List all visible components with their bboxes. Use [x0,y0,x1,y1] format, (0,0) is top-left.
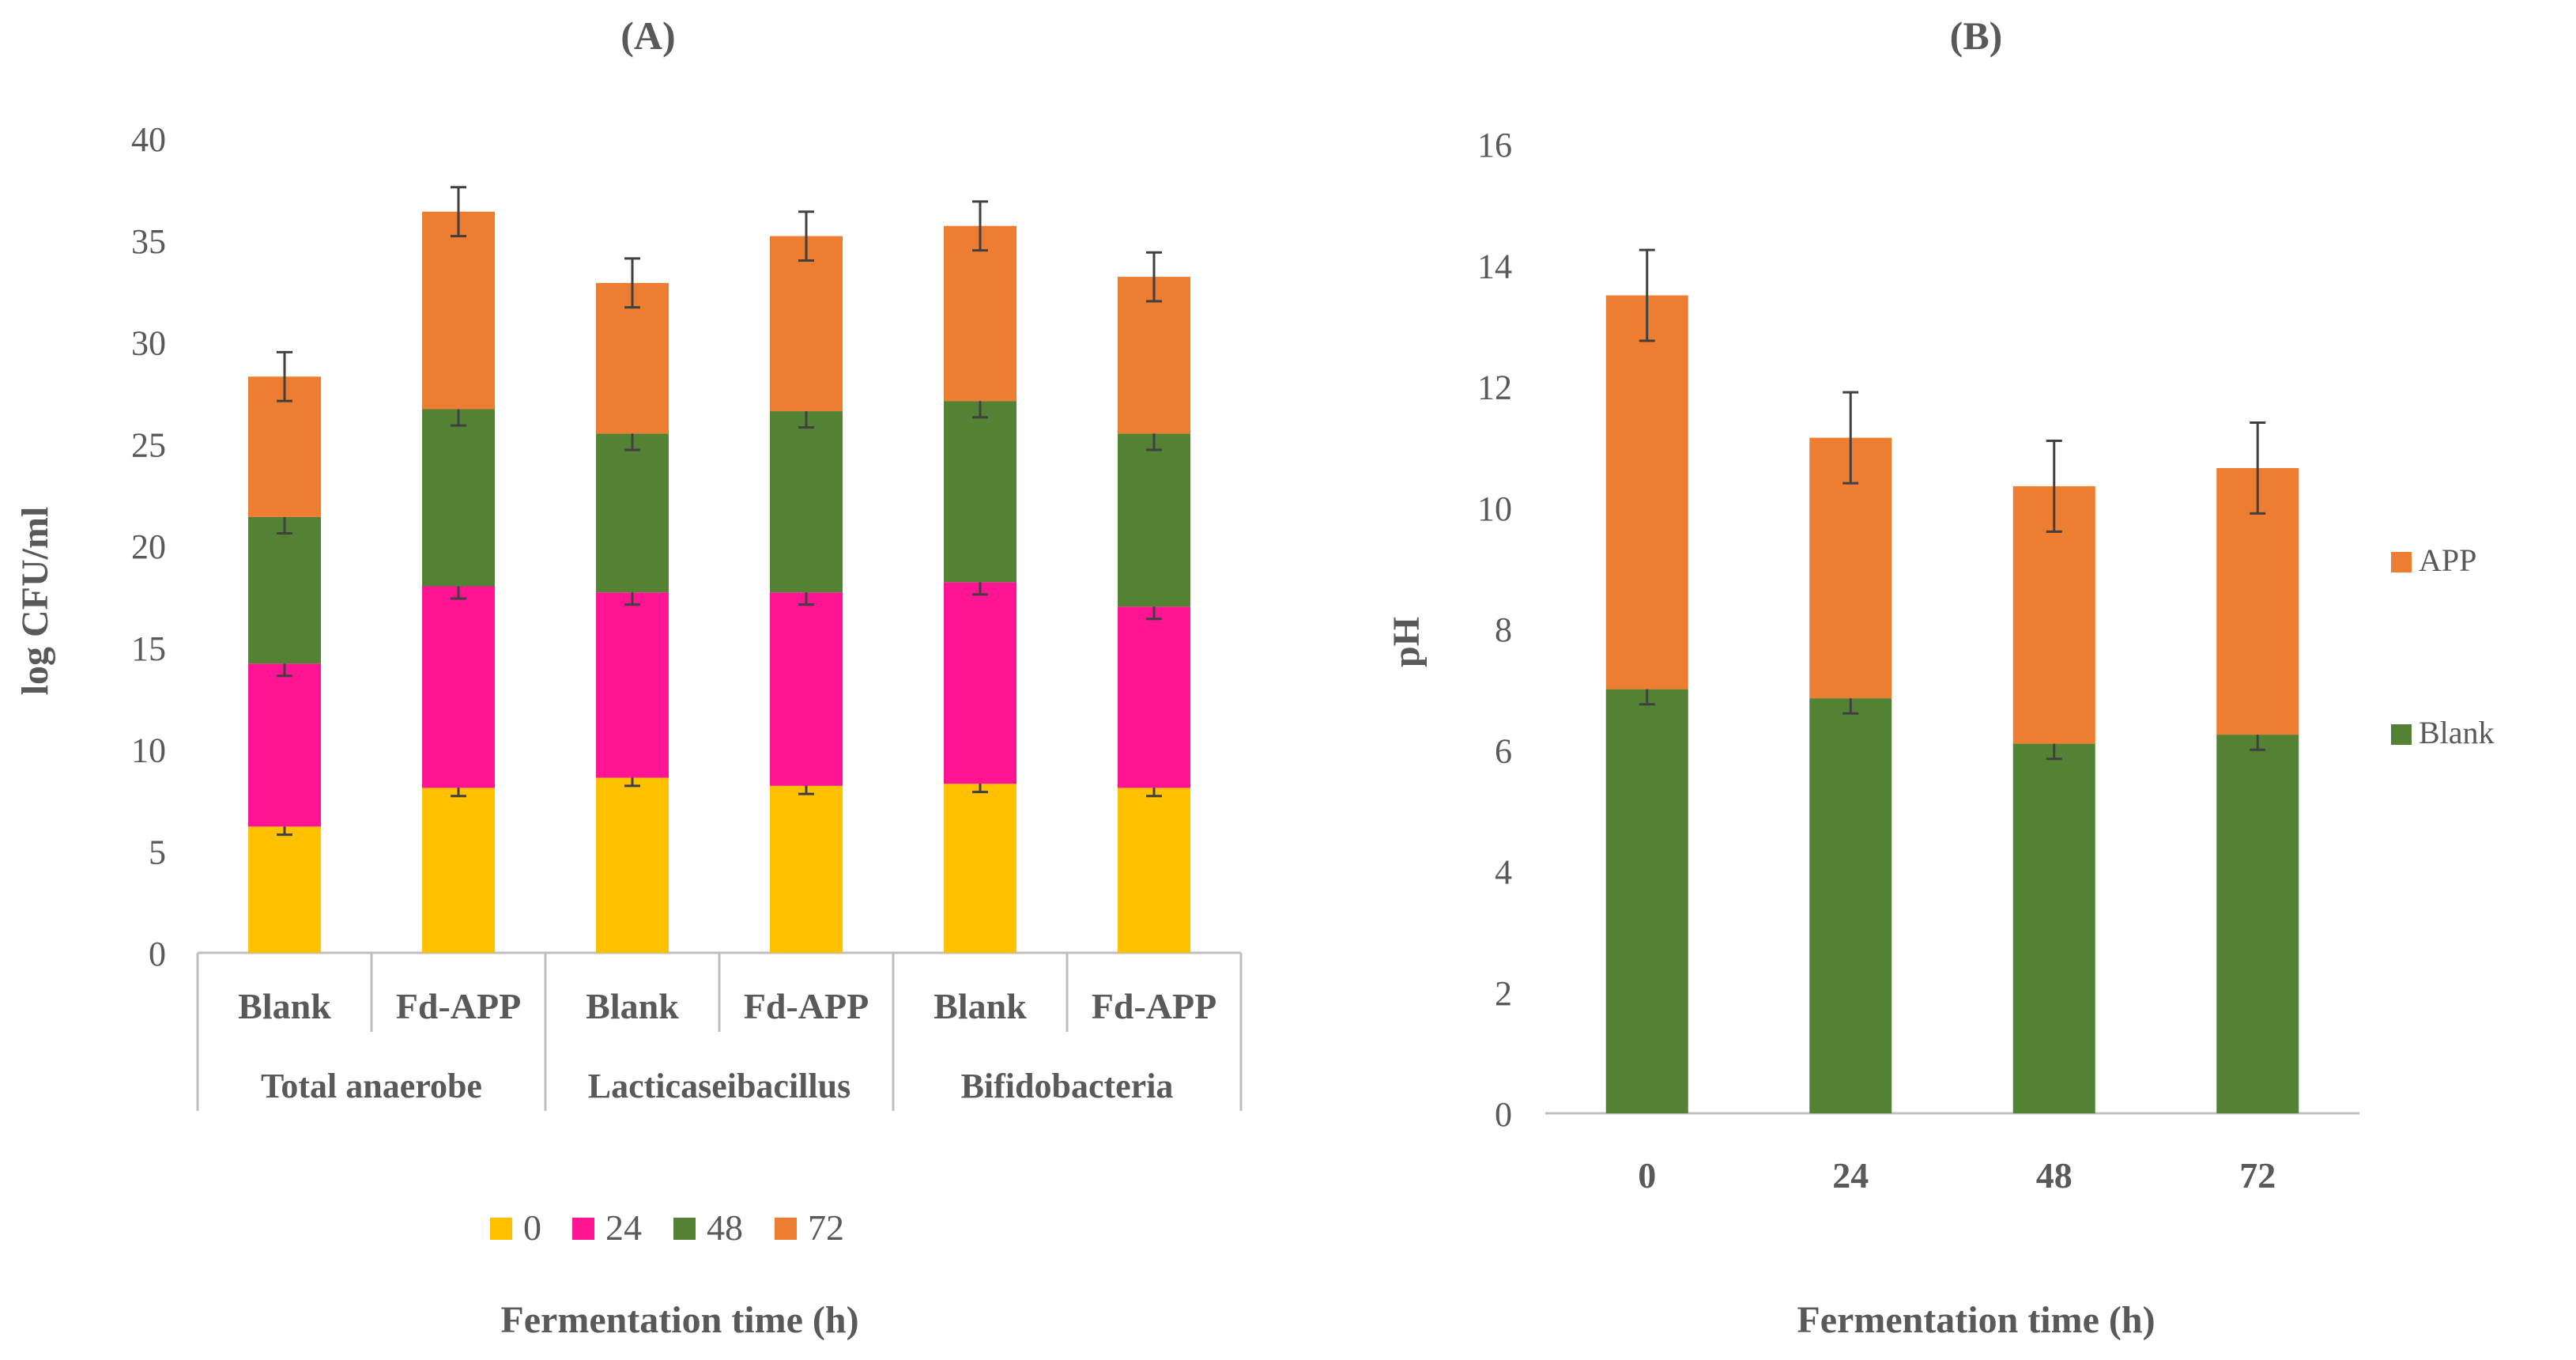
chart-b-category-label-3: 72 [2239,1155,2276,1196]
chart-a-ytick-2: 10 [131,731,166,770]
chart-b-ytick-6: 12 [1477,368,1512,407]
chart-b-bar-APP-0 [1605,295,1688,689]
chart-a-ytick-1: 5 [149,833,166,871]
chart-a-xlabel: Fermentation time (h) [500,1299,858,1341]
chart-b-ytick-4: 8 [1495,610,1512,649]
chart-b-title: (B) [1950,13,2003,58]
chart-a-bar-0-4 [944,784,1016,953]
chart-a-legend-label-24: 24 [605,1207,642,1248]
chart-a-bar-24-0 [248,663,321,827]
chart-a-bar-24-3 [770,592,843,786]
chart-a-ytick-7: 35 [131,222,166,261]
chart-a-category-label-1: Fd-APP [396,986,521,1026]
chart-a-group-label-1: Lacticaseibacillus [588,1067,850,1105]
chart-b-ytick-2: 4 [1495,853,1512,892]
chart-b-bar-Blank-3 [2216,735,2299,1113]
chart-b-legend-label-APP: APP [2419,542,2476,578]
chart-a-category-label-3: Fd-APP [744,986,869,1026]
chart-a-legend-swatch-72 [775,1218,797,1240]
chart-a-bar-48-0 [248,516,321,664]
chart-a-legend: 0 24 48 72 [490,1207,844,1248]
chart-a-legend-label-72: 72 [808,1207,844,1248]
chart-a-bar-72-3 [770,236,843,412]
chart-b-ytick-0: 0 [1495,1095,1512,1134]
chart-b-ytick-5: 10 [1477,489,1512,528]
chart-a-bar-72-1 [422,211,495,410]
chart-a-bar-48-1 [422,409,495,587]
chart-b-ytick-3: 6 [1495,731,1512,770]
chart-b-legend: APP Blank [2391,542,2495,750]
chart-a-bar-24-5 [1118,606,1190,788]
chart-a-bar-0-3 [770,785,843,953]
chart-b-category-label-2: 48 [2036,1155,2072,1196]
chart-a-ylabel: log CFU/ml [14,507,56,696]
chart-b-xlabel: Fermentation time (h) [1797,1299,2155,1341]
chart-a-group-label-0: Total anaerobe [261,1067,482,1105]
chart-a-group-label-2: Bifidobacteria [961,1067,1174,1105]
chart-a-bar-48-2 [596,433,669,593]
panel-a: (A) log CFU/ml Fermentation time (h) 0 5 1… [14,13,1243,1341]
chart-a-category-label-5: Fd-APP [1092,986,1216,1026]
chart-a-legend-label-0: 0 [523,1207,541,1248]
chart-b-legend-swatch-Blank [2391,724,2412,745]
chart-a-bar-0-2 [596,777,669,953]
chart-b-category-label-1: 24 [1832,1155,1869,1196]
chart-a-category-label-0: Blank [238,986,331,1026]
chart-a-ytick-4: 20 [131,527,166,566]
chart-a-ytick-6: 30 [131,324,166,363]
chart-a-bar-24-4 [944,582,1016,784]
chart-a-bar-48-3 [770,411,843,593]
chart-b-ytick-8: 16 [1477,126,1512,164]
chart-b-legend-swatch-APP [2391,552,2412,572]
chart-b-category-label-0: 0 [1638,1155,1656,1196]
chart-b-bar-Blank-2 [2012,743,2095,1113]
chart-a-bar-0-1 [422,788,495,953]
panel-b: (B) pH Fermentation time (h) 02468101214… [1386,13,2495,1341]
chart-b-ylabel: pH [1386,617,1428,667]
chart-a-ytick-3: 15 [131,629,166,668]
chart-a-bar-0-0 [248,826,321,953]
chart-a-ytick-5: 25 [131,425,166,464]
chart-a-category-label-4: Blank [933,986,1027,1026]
chart-b-legend-label-Blank: Blank [2419,715,2495,750]
chart-a-title: (A) [620,13,675,58]
chart-a-ytick-0: 0 [149,935,166,973]
chart-a-ytick-8: 40 [131,120,166,159]
chart-a-category-label-2: Blank [586,986,679,1026]
chart-a-bar-0-5 [1118,788,1190,953]
chart-a-legend-label-48: 48 [707,1207,743,1248]
chart-a-bar-24-2 [596,592,669,778]
chart-a-bar-72-4 [944,225,1016,402]
chart-b-ytick-1: 2 [1495,974,1512,1013]
chart-a-bar-72-5 [1118,277,1190,434]
chart-b-ytick-7: 14 [1477,247,1512,285]
chart-a-legend-swatch-48 [673,1218,696,1240]
chart-a-legend-swatch-24 [572,1218,594,1240]
chart-a-plot: 0 5 10 15 20 25 30 35 40 Blank Fd-APP Blank Fd-APP Bl… [131,120,1243,1111]
chart-a-bar-48-4 [944,401,1016,583]
chart-b-bar-Blank-1 [1809,698,1892,1113]
chart-a-bar-48-5 [1118,433,1190,607]
chart-a-bar-24-1 [422,586,495,788]
chart-a-legend-swatch-0 [490,1218,512,1240]
chart-b-bar-Blank-0 [1605,689,1688,1113]
